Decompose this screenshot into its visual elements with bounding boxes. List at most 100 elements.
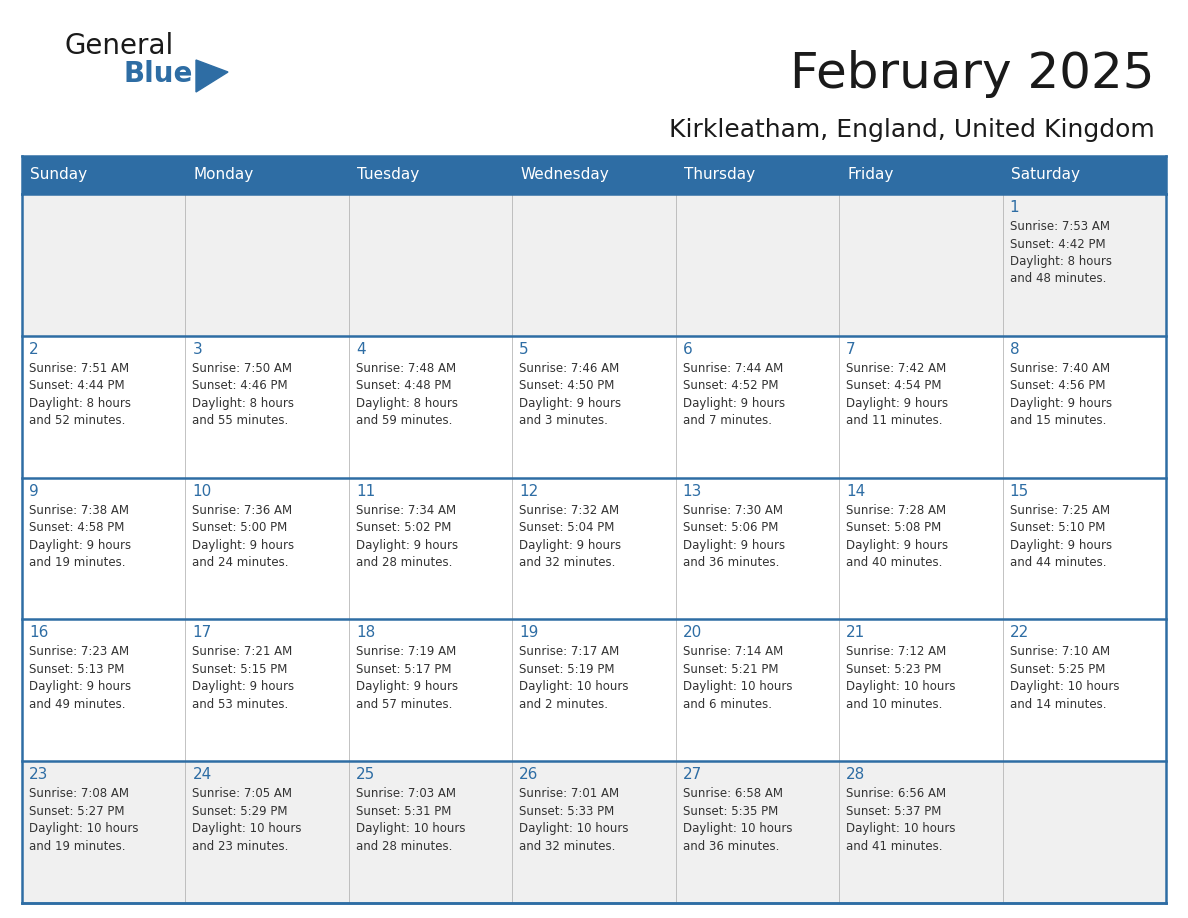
Bar bbox=[512, 156, 676, 194]
Bar bbox=[23, 194, 1165, 336]
Text: and 48 minutes.: and 48 minutes. bbox=[1010, 273, 1106, 285]
Text: 27: 27 bbox=[683, 767, 702, 782]
Text: Sunset: 5:23 PM: Sunset: 5:23 PM bbox=[846, 663, 942, 676]
Text: Sunset: 5:37 PM: Sunset: 5:37 PM bbox=[846, 805, 942, 818]
Text: Daylight: 9 hours: Daylight: 9 hours bbox=[192, 539, 295, 552]
Text: 6: 6 bbox=[683, 341, 693, 357]
Text: 14: 14 bbox=[846, 484, 865, 498]
Text: Sunset: 5:35 PM: Sunset: 5:35 PM bbox=[683, 805, 778, 818]
Text: Sunrise: 7:01 AM: Sunrise: 7:01 AM bbox=[519, 788, 619, 800]
Text: Sunset: 5:02 PM: Sunset: 5:02 PM bbox=[356, 521, 451, 534]
Text: Sunrise: 7:38 AM: Sunrise: 7:38 AM bbox=[29, 504, 129, 517]
Text: Sunset: 4:42 PM: Sunset: 4:42 PM bbox=[1010, 238, 1105, 251]
Text: Daylight: 10 hours: Daylight: 10 hours bbox=[29, 823, 139, 835]
Text: Sunrise: 7:44 AM: Sunrise: 7:44 AM bbox=[683, 362, 783, 375]
Text: 11: 11 bbox=[356, 484, 375, 498]
Text: Daylight: 8 hours: Daylight: 8 hours bbox=[29, 397, 131, 409]
Text: Sunset: 5:06 PM: Sunset: 5:06 PM bbox=[683, 521, 778, 534]
Text: Sunrise: 7:23 AM: Sunrise: 7:23 AM bbox=[29, 645, 129, 658]
Text: Sunrise: 7:51 AM: Sunrise: 7:51 AM bbox=[29, 362, 129, 375]
Text: and 41 minutes.: and 41 minutes. bbox=[846, 840, 942, 853]
Text: Sunrise: 7:50 AM: Sunrise: 7:50 AM bbox=[192, 362, 292, 375]
Text: Sunrise: 7:48 AM: Sunrise: 7:48 AM bbox=[356, 362, 456, 375]
Text: and 2 minutes.: and 2 minutes. bbox=[519, 698, 608, 711]
Text: 16: 16 bbox=[29, 625, 49, 641]
Text: and 11 minutes.: and 11 minutes. bbox=[846, 414, 942, 427]
Text: Daylight: 10 hours: Daylight: 10 hours bbox=[1010, 680, 1119, 693]
Text: Sunrise: 6:58 AM: Sunrise: 6:58 AM bbox=[683, 788, 783, 800]
Text: Sunset: 5:10 PM: Sunset: 5:10 PM bbox=[1010, 521, 1105, 534]
Text: Sunrise: 7:30 AM: Sunrise: 7:30 AM bbox=[683, 504, 783, 517]
Text: Daylight: 9 hours: Daylight: 9 hours bbox=[519, 539, 621, 552]
Text: Sunday: Sunday bbox=[30, 167, 87, 183]
Text: Daylight: 10 hours: Daylight: 10 hours bbox=[356, 823, 466, 835]
Text: Daylight: 9 hours: Daylight: 9 hours bbox=[29, 539, 131, 552]
Text: Daylight: 9 hours: Daylight: 9 hours bbox=[683, 397, 785, 409]
Text: Daylight: 10 hours: Daylight: 10 hours bbox=[192, 823, 302, 835]
Text: 2: 2 bbox=[29, 341, 39, 357]
Text: Daylight: 9 hours: Daylight: 9 hours bbox=[846, 397, 948, 409]
Text: Sunset: 4:48 PM: Sunset: 4:48 PM bbox=[356, 379, 451, 392]
Text: Sunrise: 7:05 AM: Sunrise: 7:05 AM bbox=[192, 788, 292, 800]
Text: Daylight: 9 hours: Daylight: 9 hours bbox=[356, 539, 459, 552]
Text: Sunset: 4:44 PM: Sunset: 4:44 PM bbox=[29, 379, 125, 392]
Text: Sunrise: 7:03 AM: Sunrise: 7:03 AM bbox=[356, 788, 456, 800]
Text: and 15 minutes.: and 15 minutes. bbox=[1010, 414, 1106, 427]
Text: Sunset: 5:25 PM: Sunset: 5:25 PM bbox=[1010, 663, 1105, 676]
Text: Daylight: 9 hours: Daylight: 9 hours bbox=[1010, 397, 1112, 409]
Text: Sunrise: 7:36 AM: Sunrise: 7:36 AM bbox=[192, 504, 292, 517]
Text: Sunrise: 7:34 AM: Sunrise: 7:34 AM bbox=[356, 504, 456, 517]
Text: 7: 7 bbox=[846, 341, 855, 357]
Bar bbox=[676, 156, 839, 194]
Text: 10: 10 bbox=[192, 484, 211, 498]
Text: 22: 22 bbox=[1010, 625, 1029, 641]
Text: Thursday: Thursday bbox=[684, 167, 754, 183]
Text: 13: 13 bbox=[683, 484, 702, 498]
Text: Sunset: 5:29 PM: Sunset: 5:29 PM bbox=[192, 805, 287, 818]
Text: Sunset: 5:19 PM: Sunset: 5:19 PM bbox=[519, 663, 614, 676]
Text: and 3 minutes.: and 3 minutes. bbox=[519, 414, 608, 427]
Text: and 19 minutes.: and 19 minutes. bbox=[29, 556, 126, 569]
Text: Saturday: Saturday bbox=[1011, 167, 1080, 183]
Text: and 19 minutes.: and 19 minutes. bbox=[29, 840, 126, 853]
Text: Wednesday: Wednesday bbox=[520, 167, 609, 183]
Text: Daylight: 9 hours: Daylight: 9 hours bbox=[1010, 539, 1112, 552]
Text: Sunrise: 7:14 AM: Sunrise: 7:14 AM bbox=[683, 645, 783, 658]
Text: Sunrise: 7:42 AM: Sunrise: 7:42 AM bbox=[846, 362, 947, 375]
Bar bbox=[23, 761, 1165, 903]
Text: and 28 minutes.: and 28 minutes. bbox=[356, 840, 453, 853]
Text: 4: 4 bbox=[356, 341, 366, 357]
Text: Sunset: 5:17 PM: Sunset: 5:17 PM bbox=[356, 663, 451, 676]
Bar bbox=[349, 156, 512, 194]
Text: 9: 9 bbox=[29, 484, 39, 498]
Text: Daylight: 9 hours: Daylight: 9 hours bbox=[683, 539, 785, 552]
Text: 28: 28 bbox=[846, 767, 865, 782]
Text: Friday: Friday bbox=[847, 167, 893, 183]
Text: Daylight: 8 hours: Daylight: 8 hours bbox=[356, 397, 457, 409]
Text: Sunset: 5:31 PM: Sunset: 5:31 PM bbox=[356, 805, 451, 818]
Text: and 57 minutes.: and 57 minutes. bbox=[356, 698, 453, 711]
Text: and 10 minutes.: and 10 minutes. bbox=[846, 698, 942, 711]
Text: February 2025: February 2025 bbox=[790, 50, 1155, 98]
Text: Tuesday: Tuesday bbox=[356, 167, 419, 183]
Text: Sunset: 4:52 PM: Sunset: 4:52 PM bbox=[683, 379, 778, 392]
Text: and 55 minutes.: and 55 minutes. bbox=[192, 414, 289, 427]
Text: and 32 minutes.: and 32 minutes. bbox=[519, 840, 615, 853]
Text: Sunset: 4:58 PM: Sunset: 4:58 PM bbox=[29, 521, 125, 534]
Text: Daylight: 9 hours: Daylight: 9 hours bbox=[192, 680, 295, 693]
Text: Blue: Blue bbox=[124, 60, 192, 88]
Text: 25: 25 bbox=[356, 767, 375, 782]
Text: and 49 minutes.: and 49 minutes. bbox=[29, 698, 126, 711]
Text: and 14 minutes.: and 14 minutes. bbox=[1010, 698, 1106, 711]
Text: Sunrise: 7:08 AM: Sunrise: 7:08 AM bbox=[29, 788, 129, 800]
Text: Sunset: 5:13 PM: Sunset: 5:13 PM bbox=[29, 663, 125, 676]
Text: 12: 12 bbox=[519, 484, 538, 498]
Text: 15: 15 bbox=[1010, 484, 1029, 498]
Text: Sunrise: 6:56 AM: Sunrise: 6:56 AM bbox=[846, 788, 947, 800]
Text: Sunrise: 7:10 AM: Sunrise: 7:10 AM bbox=[1010, 645, 1110, 658]
Text: Sunset: 4:56 PM: Sunset: 4:56 PM bbox=[1010, 379, 1105, 392]
Text: Sunset: 5:15 PM: Sunset: 5:15 PM bbox=[192, 663, 287, 676]
Polygon shape bbox=[196, 60, 228, 92]
Text: Kirkleatham, England, United Kingdom: Kirkleatham, England, United Kingdom bbox=[669, 118, 1155, 142]
Text: Sunset: 5:00 PM: Sunset: 5:00 PM bbox=[192, 521, 287, 534]
